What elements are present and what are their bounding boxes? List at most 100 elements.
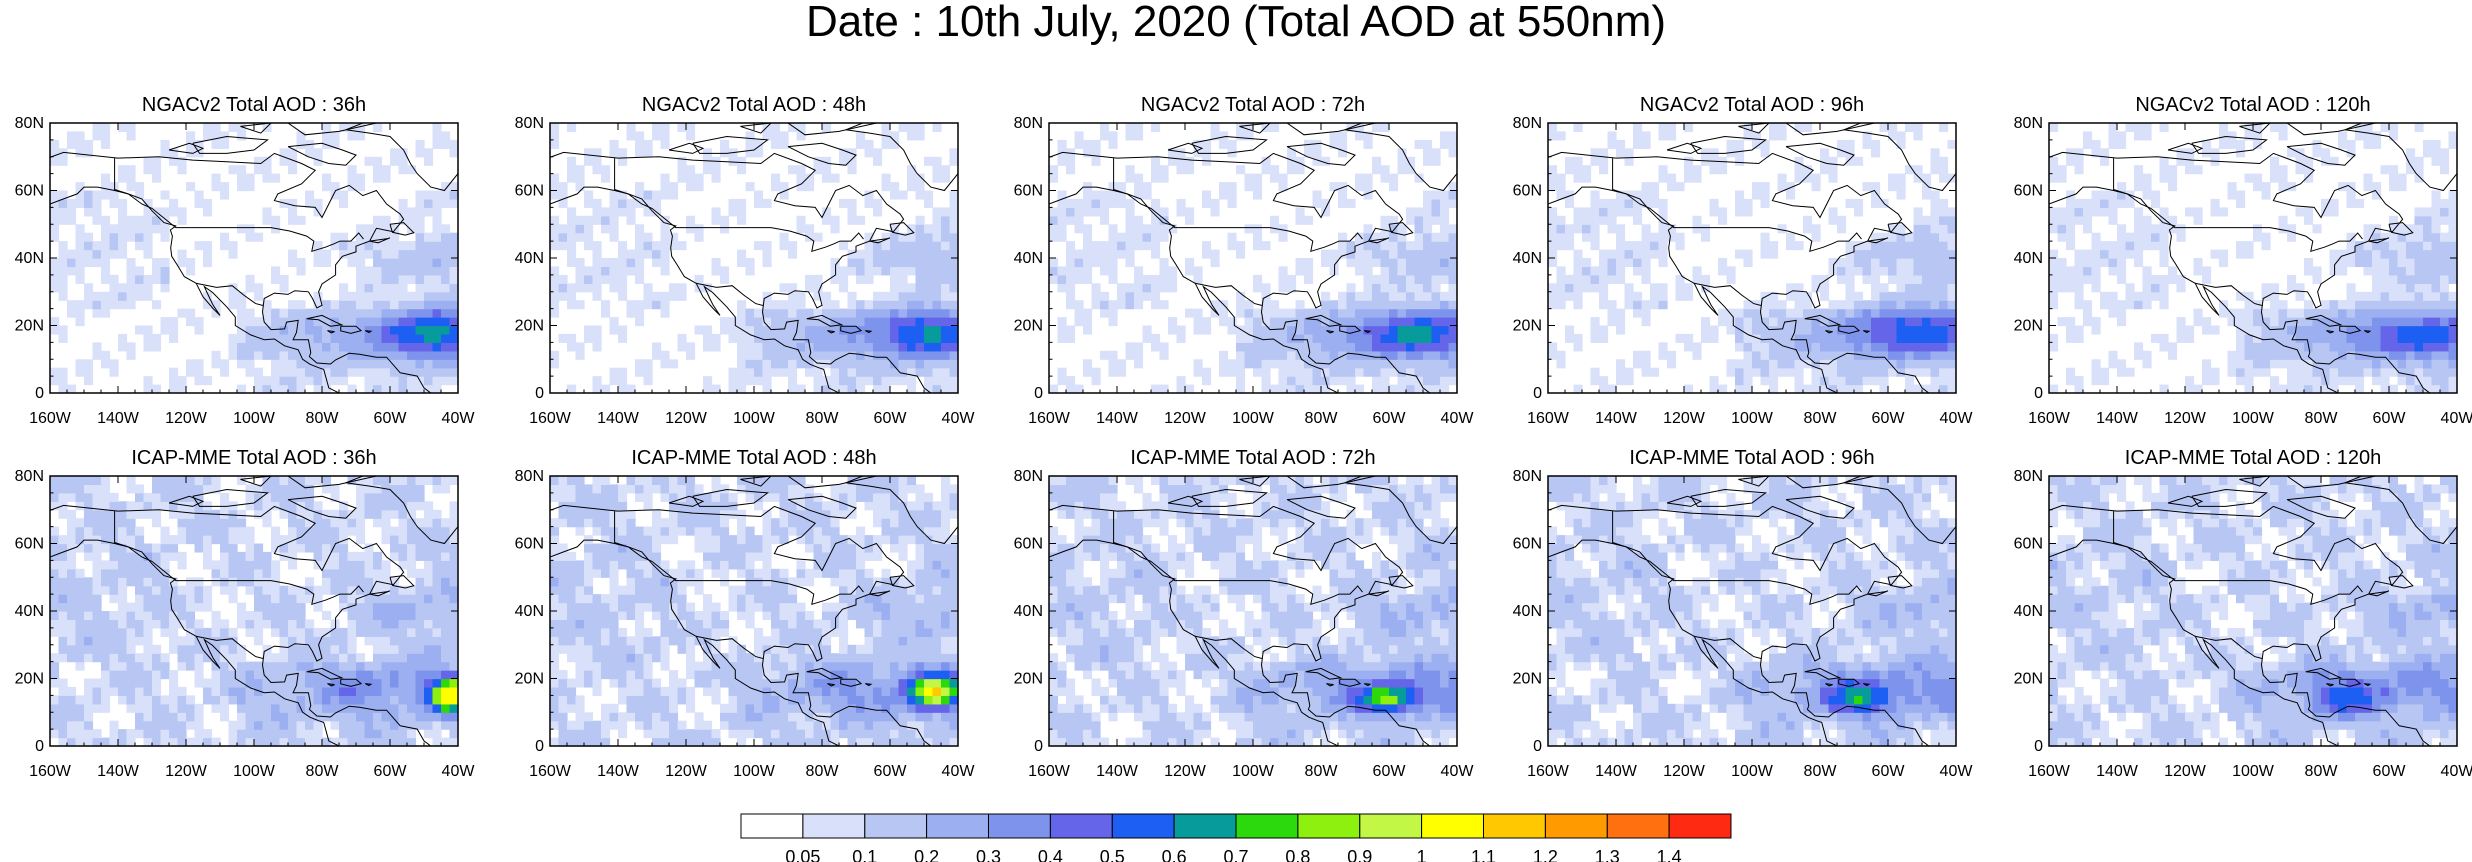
coastline-island <box>2305 314 2343 327</box>
aod-cell <box>1108 266 1118 276</box>
aod-cell <box>1845 198 1855 208</box>
aod-cell <box>449 695 459 705</box>
aod-cell <box>1820 350 1830 360</box>
aod-cell <box>2210 367 2220 377</box>
aod-cell <box>118 611 128 621</box>
aod-cell <box>1142 224 1152 234</box>
aod-cell <box>1913 123 1923 133</box>
aod-cell <box>881 317 891 327</box>
aod-cell <box>356 695 366 705</box>
aod-cell <box>1253 283 1263 293</box>
aod-cell <box>1372 376 1382 386</box>
aod-cell <box>373 636 383 646</box>
aod-cell <box>84 258 94 268</box>
aod-cell <box>245 182 255 192</box>
aod-cell <box>1777 131 1787 141</box>
aod-cell <box>109 241 119 251</box>
aod-cell <box>813 384 823 394</box>
aod-cell <box>1151 232 1161 242</box>
aod-cell <box>1896 367 1906 377</box>
aod-cell <box>2380 325 2390 335</box>
aod-cell <box>186 636 196 646</box>
aod-cell <box>2321 317 2331 327</box>
aod-cell <box>1414 266 1424 276</box>
panel-title: NGACv2 Total AOD : 96h <box>1640 94 1864 116</box>
aod-cell <box>737 376 747 386</box>
aod-cell <box>262 384 272 394</box>
aod-cell <box>109 283 119 293</box>
aod-cell <box>924 291 934 301</box>
aod-cell <box>415 190 425 200</box>
aod-cell <box>2355 359 2365 369</box>
aod-cell <box>2159 258 2169 268</box>
aod-cell <box>1616 274 1626 284</box>
aod-cell <box>2363 139 2373 149</box>
aod-cell <box>2236 317 2246 327</box>
aod-cell <box>1355 308 1365 318</box>
aod-cell <box>1616 258 1626 268</box>
aod-cell <box>788 342 798 352</box>
aod-cell <box>271 619 281 629</box>
aod-cell <box>1820 367 1830 377</box>
aod-cell <box>330 636 340 646</box>
aod-cell <box>339 670 349 680</box>
aod-cell <box>932 308 942 318</box>
aod-cell <box>2236 190 2246 200</box>
aod-cell <box>1253 182 1263 192</box>
aod-cell <box>2372 249 2382 259</box>
aod-cell <box>2304 165 2314 175</box>
aod-cell <box>2049 300 2059 310</box>
aod-cell <box>407 661 417 671</box>
aod-cell <box>58 695 68 705</box>
aod-cell <box>1743 123 1753 133</box>
aod-cell <box>1151 342 1161 352</box>
aod-cell <box>381 258 391 268</box>
aod-cell <box>390 661 400 671</box>
aod-cell <box>390 737 400 747</box>
aod-cell <box>415 308 425 318</box>
border-us-mexico <box>2194 282 2263 307</box>
aod-cell <box>92 619 102 629</box>
aod-cell <box>50 720 60 730</box>
aod-cell <box>1448 249 1458 259</box>
aod-cell <box>50 653 60 663</box>
aod-cell <box>356 317 366 327</box>
aod-cell <box>1599 384 1609 394</box>
aod-cell <box>1380 241 1390 251</box>
aod-cell <box>160 712 170 722</box>
aod-cell <box>1633 249 1643 259</box>
aod-cell <box>941 308 951 318</box>
aod-cell <box>2338 342 2348 352</box>
aod-cell <box>2244 376 2254 386</box>
coastline-island <box>2388 222 2414 236</box>
aod-cell <box>449 198 459 208</box>
aod-cell <box>2236 325 2246 335</box>
aod-cell <box>262 670 272 680</box>
aod-cell <box>805 232 815 242</box>
aod-cell <box>2108 300 2118 310</box>
aod-cell <box>2295 333 2305 343</box>
aod-cell <box>1440 317 1450 327</box>
aod-cell <box>305 661 315 671</box>
aod-cell <box>296 359 306 369</box>
aod-cell <box>788 367 798 377</box>
aod-cell <box>2278 384 2288 394</box>
aod-cell <box>847 300 857 310</box>
aod-cell <box>2151 198 2161 208</box>
aod-cell <box>75 703 85 713</box>
aod-cell <box>1185 156 1195 166</box>
aod-cell <box>1548 224 1558 234</box>
aod-cell <box>1389 249 1399 259</box>
aod-cell <box>398 712 408 722</box>
aod-cell <box>347 695 357 705</box>
aod-cell <box>1607 249 1617 259</box>
aod-cell <box>2219 207 2229 217</box>
aod-cell <box>1380 300 1390 310</box>
aod-cell <box>398 274 408 284</box>
aod-cell <box>856 333 866 343</box>
aod-cell <box>601 207 611 217</box>
aod-cell <box>1431 148 1441 158</box>
aod-cell <box>211 661 221 671</box>
aod-cell <box>381 325 391 335</box>
aod-cell <box>407 703 417 713</box>
